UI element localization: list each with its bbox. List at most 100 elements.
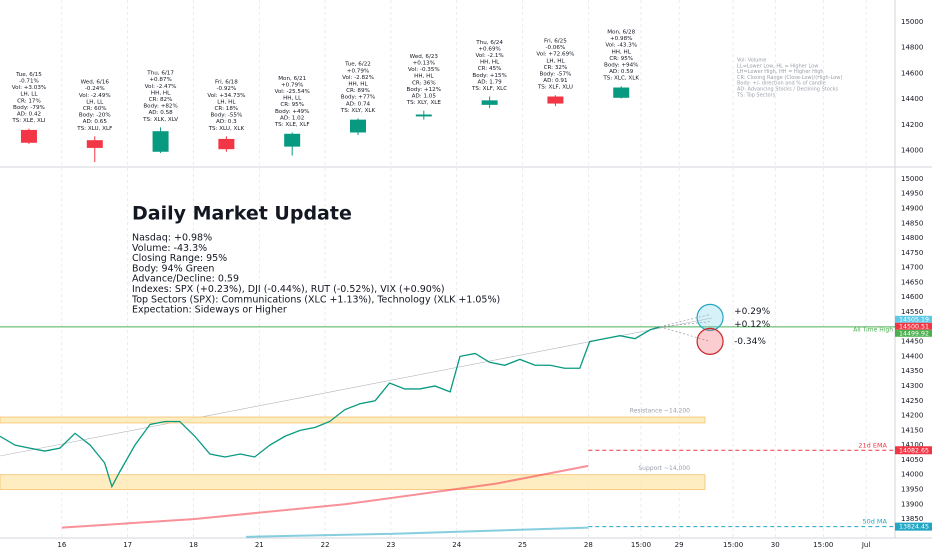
y-tick-label: 15000 [901,18,923,26]
price-tag [895,329,932,337]
candle-annotation: CR: 17% [17,98,41,104]
y-tick-label: 14400 [901,95,923,103]
candle-annotation: CR: 18% [215,106,239,112]
candle-annotation: Body: +82% [143,104,178,110]
candle-annotation: AD: 1.05 [412,94,437,100]
price-tag [895,446,932,455]
legend-note: LL=Lower Low, HL = Higher Low [737,63,818,69]
candle-annotation: Wed, 6/23 [410,54,439,60]
candle-annotation: AD: 0.42 [17,112,41,118]
candle-annotation: TS: XLY, XLK [340,108,376,114]
y-tick-label: 14050 [901,456,923,464]
candle-annotation: Body: +12% [407,87,442,93]
candle-annotation: TS: XLC, XLK [602,76,639,82]
legend-note: LH=Lower High, HH = Higher High [737,69,824,75]
y-tick-label: 14600 [901,293,923,301]
candle-annotation: HH, HL [348,81,368,87]
zone [0,416,706,424]
legend-note: Body: +/- direction and % of candle [737,81,826,87]
y-tick-label: 14350 [901,367,923,375]
candle-body [20,129,37,143]
y-tick-label: 14550 [901,308,923,316]
y-tick-label: 14800 [901,44,923,52]
projection-line [659,326,711,342]
candle-annotation: AD: 1.02 [280,115,304,121]
y-tick-label: 14750 [901,249,923,257]
candle-annotation: Vol: -2.1% [475,53,503,59]
candle-annotation: TS: XLF, XLU [537,85,573,91]
candle-annotation: TS: XLE, XLI [11,118,46,124]
x-tick-label: Jul [861,541,871,549]
x-tick-label: 24 [452,541,461,549]
price-line [0,326,661,489]
y-tick-label: 14000 [901,471,923,479]
moving-average [61,464,589,529]
candle-annotation: LH, HL [217,99,236,105]
candle-annotation: +0.87% [149,77,171,83]
y-tick-label: 14250 [901,397,923,405]
candle-annotation: -0.06% [546,45,566,51]
candle-annotation: +0.69% [478,46,500,52]
candle-annotation: Thu, 6/17 [146,71,174,77]
price-tag [895,315,932,323]
candle-annotation: Vol: +72.69% [536,52,574,58]
candle-annotation: TS: XLU, XLK [208,126,245,132]
candle-body [350,119,366,133]
projection-label: -0.34% [734,337,766,347]
info-line: Closing Range: 95% [132,253,227,264]
candle-annotation: CR: 45% [478,66,502,72]
zone-label: Resistance ~14,200 [630,408,690,415]
x-tick-label: 22 [321,541,330,549]
candle-annotation: AD: 0.91 [543,78,568,84]
projection-label: +0.12% [734,320,771,330]
y-tick-label: 14100 [901,441,923,449]
candle-annotation: Fri, 6/25 [544,39,567,45]
candle-annotation: HH, HL [612,49,632,55]
info-line: Top Sectors (SPX): Communications (XLC +… [131,294,500,305]
candle-annotation: Vol: -2.49% [79,93,111,99]
candle-annotation: +0.13% [413,61,435,67]
candle-annotation: CR: 36% [412,80,436,86]
candle-annotation: Vol: -2.82% [342,75,374,81]
price-tag-label: 14082.65 [899,447,929,454]
candle-annotation: AD: 0.3 [216,119,237,125]
y-tick-label: 14850 [901,219,923,227]
candle-annotation: LH, LL [20,92,38,98]
candle-annotation: Vol: -0.35% [408,67,440,73]
y-tick-label: 14450 [901,338,923,346]
y-tick-label: 13850 [901,515,923,523]
y-tick-label: 14300 [901,382,923,390]
candle-annotation: TS: XLF, XLC [471,86,507,92]
price-tag-label: 14500.51 [899,323,929,330]
chart-title: Daily Market Update [132,203,352,225]
candle-body [86,140,103,148]
candle-annotation: Body: +94% [604,63,639,69]
candle-annotation: Body: +77% [341,95,376,101]
x-tick-label: 15:00 [631,541,651,549]
candle-annotation: Vol: +3.03% [12,85,47,91]
y-tick-label: 14200 [901,412,923,420]
y-tick-label: 14000 [901,146,923,154]
candle-annotation: -0.24% [85,86,105,92]
moving-average [246,526,589,538]
y-tick-label: 13950 [901,485,923,493]
candle-annotation: HH, LL [283,96,302,102]
x-tick-label: 21 [255,541,264,549]
candle-annotation: CR: 95% [280,102,304,108]
candle-annotation: Body: -57% [540,72,572,78]
legend-note: Vol: Volume [737,58,766,64]
legend-note: AD: Advancing Stocks / Declining Stocks [737,87,838,93]
price-tag [895,322,932,330]
candle-annotation: AD: 0.58 [148,110,173,116]
candle-body [284,133,301,147]
candle-annotation: +0.79% [347,68,369,74]
candle-annotation: AD: 1.79 [477,79,502,85]
candle-body [152,131,169,152]
y-tick-label: 14400 [901,352,923,360]
projection-circle [696,327,724,356]
candle-body [613,87,630,98]
x-tick-label: 25 [518,541,527,549]
info-line: Volume: -43.3% [132,243,207,254]
candle-annotation: Thu, 6/24 [475,40,503,46]
